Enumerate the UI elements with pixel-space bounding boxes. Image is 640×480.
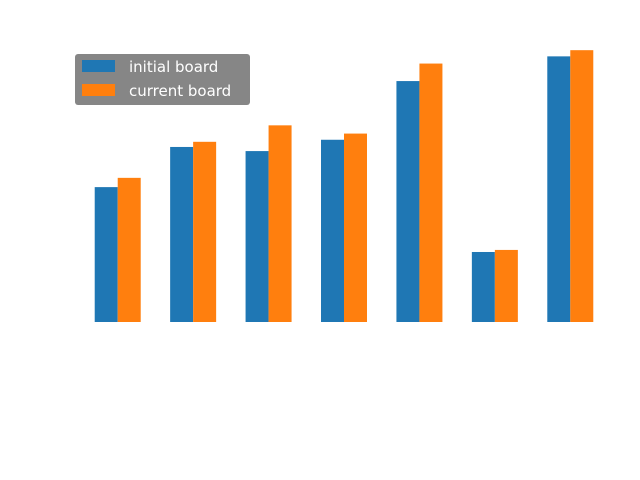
bar-current-board-5 [419,63,443,323]
legend-label-initial-board: initial board [129,58,218,76]
bar-initial-board-1 [94,187,118,322]
bar-current-board-4 [344,133,367,322]
bars-group [94,50,594,323]
bar-current-board-1 [117,177,141,322]
legend-box [75,54,250,105]
legend: initial board current board [75,54,250,105]
bar-current-board-3 [268,125,292,322]
bar-initial-board-2 [170,146,194,322]
bar-initial-board-7 [547,56,571,323]
bar-current-board-7 [570,50,594,323]
legend-swatch-current-board [82,84,115,96]
legend-label-current-board: current board [129,82,231,100]
bar-initial-board-4 [321,139,344,322]
bar-initial-board-3 [245,151,269,322]
legend-swatch-initial-board [82,60,115,72]
bar-current-board-6 [494,249,518,322]
bar-initial-board-6 [471,251,495,322]
bar-initial-board-5 [396,81,420,322]
bar-current-board-2 [193,141,217,322]
